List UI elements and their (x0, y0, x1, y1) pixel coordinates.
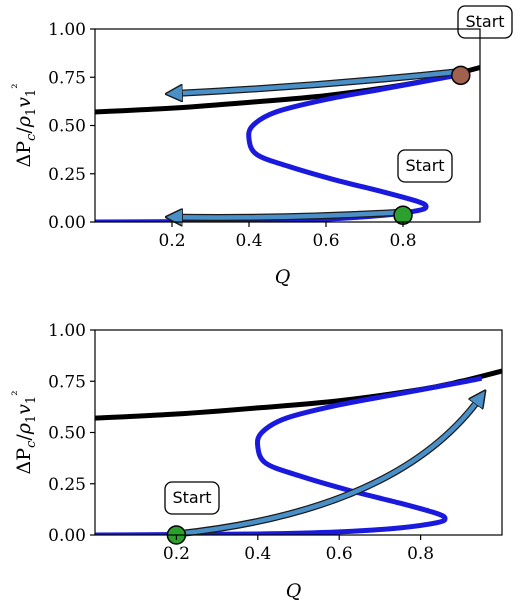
y-tick-label: 0.00 (48, 213, 86, 233)
y-axis-label-part: / (13, 127, 35, 134)
y-axis-label-part: c (24, 133, 39, 141)
y-axis-label-part: 1 (24, 396, 39, 404)
x-tick-label: 0.2 (158, 231, 185, 251)
annotation-box-1 (457, 5, 513, 39)
x-axis-label: Q (275, 266, 291, 288)
chart-panel-1: Start Start 0.00 0.25 0.50 0.75 1.00 0.2 0.4 0.6 0… (10, 5, 513, 288)
y-axis-label-part: ΔP (13, 141, 35, 168)
y-axis-label-part: ρ (13, 115, 35, 128)
y-tick-label: 0.25 (48, 475, 86, 495)
y-axis-label-part: v (13, 404, 35, 415)
arrow-1 (172, 69, 461, 93)
x-tick-label: 0.2 (163, 544, 190, 564)
y-axis-label-part: ΔP (13, 448, 35, 475)
y-tick-label: 1.00 (48, 20, 86, 40)
x-tick-label: 0.4 (235, 231, 262, 251)
start-marker-1 (451, 65, 471, 86)
y-tick-label: 0.00 (48, 526, 86, 546)
y-axis-label-part: / (13, 434, 35, 441)
y-axis-label: ΔPc/ρ1v1² (10, 84, 39, 168)
y-axis-label-part: ρ (13, 422, 35, 435)
y-axis-label-part: 1 (24, 89, 39, 97)
annotation-box-2 (397, 149, 453, 183)
y-axis-label-part: 1 (24, 108, 39, 116)
chart-panel-2: Start 0.00 0.25 0.50 0.75 1.00 0.2 0.4 0.6 0.8 Q ΔP… (10, 321, 503, 602)
y-tick-label: 0.75 (48, 372, 86, 392)
y-axis-label-part: ² (10, 391, 25, 396)
y-axis-label: ΔPc/ρ1v1² (10, 391, 39, 475)
series-line-2 (95, 375, 483, 535)
y-tick-label: 0.50 (48, 117, 86, 137)
y-tick-label: 0.25 (48, 165, 86, 185)
series-line-1 (95, 368, 502, 421)
plot-frame (94, 28, 481, 223)
y-axis-label-part: v (13, 97, 35, 108)
y-axis-label-part: c (24, 440, 39, 448)
x-tick-label: 0.4 (244, 544, 271, 564)
arrow-1 (176, 396, 481, 537)
x-tick-label: 0.6 (312, 231, 339, 251)
x-tick-label: 0.8 (389, 231, 416, 251)
plot-frame (94, 329, 503, 536)
x-tick-label: 0.8 (407, 544, 434, 564)
arrow-2 (172, 212, 400, 217)
x-axis-label: Q (286, 580, 302, 602)
y-tick-label: 1.00 (48, 321, 86, 341)
y-tick-label: 0.50 (48, 424, 86, 444)
y-tick-label: 0.75 (48, 68, 86, 88)
annotation-start-2: Start (405, 156, 444, 175)
y-axis-label-part: ² (10, 84, 25, 89)
x-tick-label: 0.6 (326, 544, 353, 564)
y-axis-label-part: 1 (24, 415, 39, 423)
annotation-start-1: Start (465, 12, 504, 31)
annotation-box-1 (164, 481, 220, 515)
annotation-start-1: Start (172, 488, 211, 507)
series-line-2 (95, 71, 462, 222)
